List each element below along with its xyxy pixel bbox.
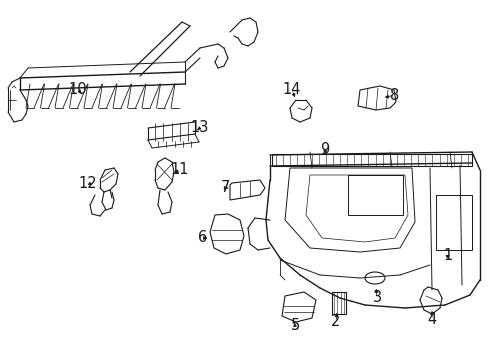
Text: 6: 6 [198,230,207,246]
Text: 8: 8 [389,87,399,103]
Text: 2: 2 [331,315,340,329]
Text: 4: 4 [427,312,436,328]
Text: 11: 11 [170,162,189,177]
Text: 3: 3 [372,291,381,306]
Text: 14: 14 [282,82,301,98]
Text: 13: 13 [190,121,209,135]
Bar [271,154,471,166]
Text: 7: 7 [220,180,229,195]
Text: 9: 9 [320,143,329,158]
Text: 10: 10 [68,82,87,98]
Text: 5: 5 [290,319,299,333]
Text: 12: 12 [79,175,97,190]
Text: 1: 1 [443,248,452,264]
Bar [331,292,346,314]
Bar [347,175,402,215]
Bar [435,195,471,250]
